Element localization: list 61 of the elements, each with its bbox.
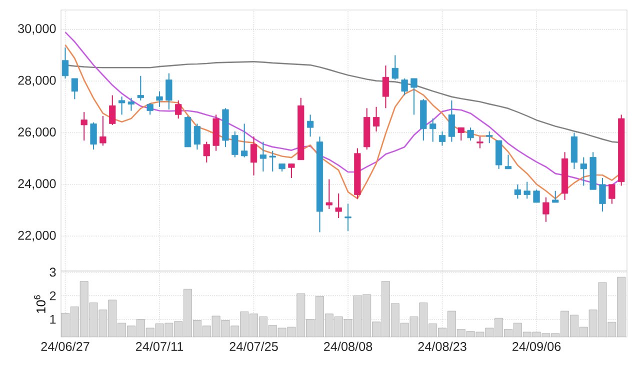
candlestick xyxy=(288,163,295,178)
candlestick xyxy=(146,102,154,116)
candlestick xyxy=(128,97,135,112)
candlestick xyxy=(250,136,258,176)
candlestick xyxy=(467,127,474,142)
candlestick xyxy=(599,177,606,212)
candlestick xyxy=(335,192,342,219)
candlestick xyxy=(382,65,390,109)
candlestick xyxy=(401,78,408,96)
candlestick xyxy=(156,90,163,108)
candlestick xyxy=(438,130,446,146)
candlestick xyxy=(241,123,248,158)
candlestick xyxy=(232,130,238,158)
candlestick xyxy=(552,190,559,204)
candlestick xyxy=(372,106,380,132)
candlestick xyxy=(118,96,126,116)
candlestick xyxy=(524,181,530,200)
y-tick-label: 24,000 xyxy=(18,179,56,190)
candlestick xyxy=(486,130,493,144)
y-axis-title: 10$^{6}$ xyxy=(34,295,46,313)
candlestick xyxy=(62,46,69,80)
y-tick-label: 2 xyxy=(50,291,56,300)
candlestick xyxy=(514,184,521,200)
candlestick xyxy=(448,100,455,142)
candlestick xyxy=(194,123,201,150)
x-tick-label: 24/08/23 xyxy=(418,342,466,351)
candlestick xyxy=(109,94,116,126)
candlestick xyxy=(90,122,97,150)
candlestick xyxy=(137,75,144,101)
candlestick xyxy=(608,184,616,204)
y-tick-label: 28,000 xyxy=(18,76,56,86)
y-tick-label: 26,000 xyxy=(18,128,56,138)
candlestick xyxy=(542,196,550,222)
x-tick-label: 24/06/27 xyxy=(41,342,90,351)
candlestick xyxy=(533,189,540,204)
candlestick xyxy=(175,100,182,120)
x-tick-label: 24/09/06 xyxy=(512,342,561,351)
candlestick xyxy=(476,136,484,149)
x-tick-label: 24/07/11 xyxy=(136,342,184,351)
x-tick-label: 24/07/25 xyxy=(230,342,278,351)
candlestick xyxy=(100,115,106,146)
y-tick-label: 1 xyxy=(50,314,56,324)
candlestick xyxy=(203,141,210,163)
candlestick xyxy=(306,114,314,138)
candlestick xyxy=(410,78,418,116)
candlestick xyxy=(458,127,464,142)
candlestick xyxy=(80,112,88,142)
y-tick-label: 30,000 xyxy=(18,24,56,35)
candlestick xyxy=(580,156,587,186)
x-tick-label: 24/08/08 xyxy=(324,342,372,351)
y-tick-label: 3 xyxy=(50,268,56,277)
candlestick xyxy=(430,118,436,142)
candlestick xyxy=(504,154,512,170)
candlestick xyxy=(260,141,266,172)
candlestick xyxy=(71,78,78,100)
candlestick xyxy=(344,203,352,232)
y-tick-label: 22,000 xyxy=(18,230,56,242)
candlestick xyxy=(392,54,398,80)
candlestick xyxy=(166,72,172,110)
candlestick xyxy=(326,178,332,210)
candlestick xyxy=(269,150,276,172)
